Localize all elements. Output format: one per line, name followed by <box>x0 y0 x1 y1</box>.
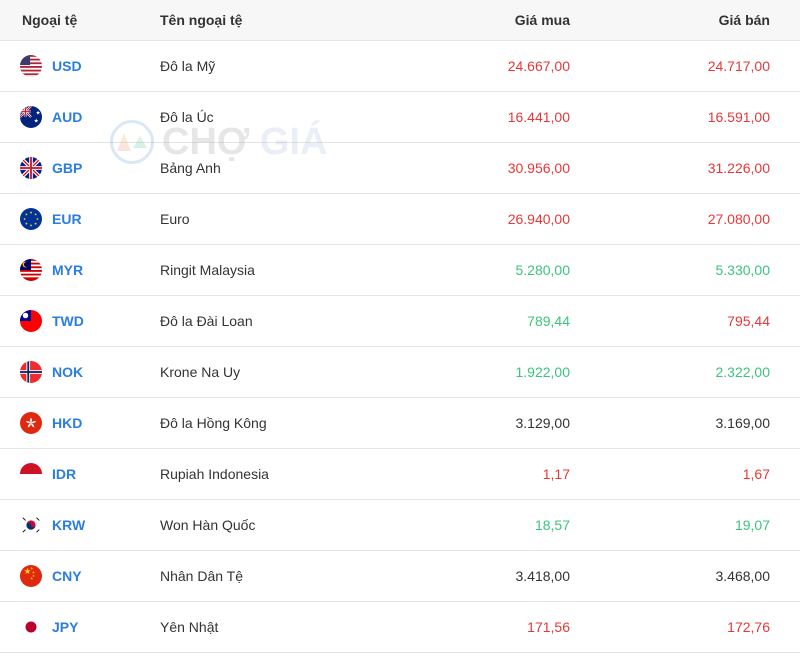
sell-price: 795,44 <box>600 296 800 347</box>
currency-name: Euro <box>150 194 400 245</box>
header-buy: Giá mua <box>400 0 600 41</box>
currency-code-link[interactable]: JPY <box>52 619 78 635</box>
currency-name: Ringit Malaysia <box>150 245 400 296</box>
table-row: JPY Yên Nhật171,56172,76 <box>0 602 800 653</box>
currency-name: Đô la Hồng Kông <box>150 398 400 449</box>
currency-code-link[interactable]: IDR <box>52 466 76 482</box>
currency-code-cell: EUR <box>0 194 150 245</box>
idr-flag-icon <box>20 463 42 485</box>
hkd-flag-icon <box>20 412 42 434</box>
sell-price: 31.226,00 <box>600 143 800 194</box>
table-row: NOK Krone Na Uy1.922,002.322,00 <box>0 347 800 398</box>
sell-price: 16.591,00 <box>600 92 800 143</box>
currency-name: Đô la Đài Loan <box>150 296 400 347</box>
currency-code-link[interactable]: USD <box>52 58 82 74</box>
table-row: GBP Bảng Anh30.956,0031.226,00 <box>0 143 800 194</box>
sell-price: 172,76 <box>600 602 800 653</box>
currency-name: Won Hàn Quốc <box>150 500 400 551</box>
myr-flag-icon <box>20 259 42 281</box>
currency-code-cell: NOK <box>0 347 150 398</box>
buy-price: 1,17 <box>400 449 600 500</box>
buy-price: 171,56 <box>400 602 600 653</box>
svg-text:★: ★ <box>34 118 39 125</box>
currency-code-cell: JPY <box>0 602 150 653</box>
sell-price: 24.717,00 <box>600 41 800 92</box>
header-sell: Giá bán <box>600 0 800 41</box>
buy-price: 5.280,00 <box>400 245 600 296</box>
usd-flag-icon <box>20 55 42 77</box>
table-row: ★★★★★ CNY Nhân Dân Tệ3.418,003.468,00 <box>0 551 800 602</box>
table-row: USD Đô la Mỹ24.667,0024.717,00 <box>0 41 800 92</box>
currency-code-cell: USD <box>0 41 150 92</box>
buy-price: 789,44 <box>400 296 600 347</box>
header-name: Tên ngoại tệ <box>150 0 400 41</box>
twd-flag-icon <box>20 310 42 332</box>
table-row: ★★AUDĐô la Úc16.441,0016.591,00 <box>0 92 800 143</box>
buy-price: 1.922,00 <box>400 347 600 398</box>
currency-name: Yên Nhật <box>150 602 400 653</box>
eur-flag-icon <box>20 208 42 230</box>
currency-name: Đô la Úc <box>150 92 400 143</box>
sell-price: 3.169,00 <box>600 398 800 449</box>
currency-code-link[interactable]: TWD <box>52 313 84 329</box>
aud-flag-icon: ★★ <box>20 106 42 128</box>
currency-code-link[interactable]: AUD <box>52 109 82 125</box>
sell-price: 3.468,00 <box>600 551 800 602</box>
currency-code-link[interactable]: CNY <box>52 568 82 584</box>
table-row: KRW Won Hàn Quốc18,5719,07 <box>0 500 800 551</box>
gbp-flag-icon <box>20 157 42 179</box>
table-row: IDR Rupiah Indonesia1,171,67 <box>0 449 800 500</box>
currency-code-cell: ★★AUD <box>0 92 150 143</box>
buy-price: 24.667,00 <box>400 41 600 92</box>
currency-code-link[interactable]: NOK <box>52 364 83 380</box>
krw-flag-icon <box>20 514 42 536</box>
table-row: MYR Ringit Malaysia5.280,005.330,00 <box>0 245 800 296</box>
currency-name: Đô la Mỹ <box>150 41 400 92</box>
currency-code-cell: KRW <box>0 500 150 551</box>
cny-flag-icon: ★★★★★ <box>20 565 42 587</box>
currency-name: Rupiah Indonesia <box>150 449 400 500</box>
nok-flag-icon <box>20 361 42 383</box>
buy-price: 3.418,00 <box>400 551 600 602</box>
buy-price: 3.129,00 <box>400 398 600 449</box>
currency-code-link[interactable]: EUR <box>52 211 82 227</box>
sell-price: 1,67 <box>600 449 800 500</box>
currency-name: Nhân Dân Tệ <box>150 551 400 602</box>
currency-name: Krone Na Uy <box>150 347 400 398</box>
currency-name: Bảng Anh <box>150 143 400 194</box>
currency-code-cell: IDR <box>0 449 150 500</box>
currency-code-cell: TWD <box>0 296 150 347</box>
buy-price: 16.441,00 <box>400 92 600 143</box>
currency-code-link[interactable]: MYR <box>52 262 83 278</box>
buy-price: 18,57 <box>400 500 600 551</box>
currency-code-cell: MYR <box>0 245 150 296</box>
currency-table: Ngoại tệ Tên ngoại tệ Giá mua Giá bán US… <box>0 0 800 653</box>
jpy-flag-icon <box>20 616 42 638</box>
table-header-row: Ngoại tệ Tên ngoại tệ Giá mua Giá bán <box>0 0 800 41</box>
currency-code-link[interactable]: GBP <box>52 160 82 176</box>
header-code: Ngoại tệ <box>0 0 150 41</box>
sell-price: 27.080,00 <box>600 194 800 245</box>
sell-price: 19,07 <box>600 500 800 551</box>
sell-price: 5.330,00 <box>600 245 800 296</box>
table-row: EUR Euro26.940,0027.080,00 <box>0 194 800 245</box>
svg-text:★: ★ <box>36 109 41 116</box>
currency-code-link[interactable]: HKD <box>52 415 82 431</box>
currency-code-cell: GBP <box>0 143 150 194</box>
currency-code-cell: ★★★★★ CNY <box>0 551 150 602</box>
table-row: TWD Đô la Đài Loan789,44795,44 <box>0 296 800 347</box>
currency-code-link[interactable]: KRW <box>52 517 85 533</box>
table-row: HKD Đô la Hồng Kông3.129,003.169,00 <box>0 398 800 449</box>
sell-price: 2.322,00 <box>600 347 800 398</box>
currency-code-cell: HKD <box>0 398 150 449</box>
buy-price: 26.940,00 <box>400 194 600 245</box>
buy-price: 30.956,00 <box>400 143 600 194</box>
